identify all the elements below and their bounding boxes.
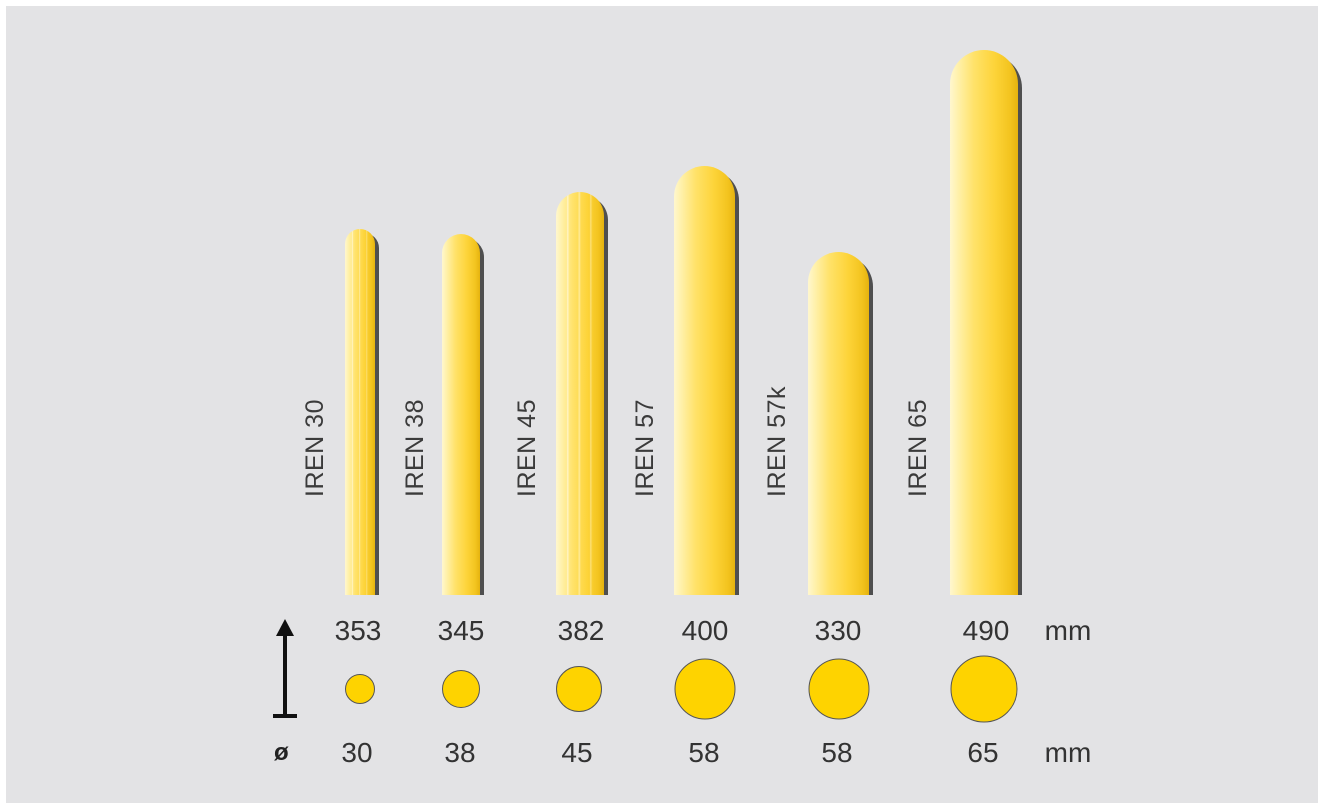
diameter-circle [442,670,480,708]
product-label-iren-57k: IREN 57k [763,386,791,497]
diameter-value: 65 [967,737,999,768]
tube-iren-45 [556,192,608,595]
diameter-value: 38 [444,737,476,768]
tube-iren-38 [442,234,484,595]
height-value: 330 [814,615,862,646]
diameter-value: 45 [561,737,593,768]
product-label-iren-57: IREN 57 [631,399,659,497]
tube-iren-30 [345,229,379,595]
height-value: 490 [962,615,1010,646]
product-label-iren-30: IREN 30 [301,399,329,497]
tube-iren-57k [808,252,873,595]
diameter-circle [950,655,1018,723]
product-label-iren-45: IREN 45 [513,399,541,497]
diameter-circle [674,658,736,720]
product-label-iren-65: IREN 65 [904,399,932,497]
diagram-panel [6,6,1318,803]
height-value: 400 [681,615,729,646]
tube-iren-57 [674,166,739,595]
diameter-value: 30 [341,737,373,768]
diameter-circle [556,666,602,712]
diameter-value: 58 [688,737,720,768]
product-label-iren-38: IREN 38 [401,399,429,497]
diameter-value: 58 [821,737,853,768]
diameter-circle [345,674,375,704]
height-value: 382 [557,615,605,646]
height-unit: mm [1044,615,1092,646]
diameter-circle [808,658,870,720]
height-value: 353 [334,615,382,646]
height-value: 345 [437,615,485,646]
tube-iren-65 [950,50,1022,595]
diameter-symbol: ø [274,739,289,766]
diameter-unit: mm [1044,737,1092,768]
